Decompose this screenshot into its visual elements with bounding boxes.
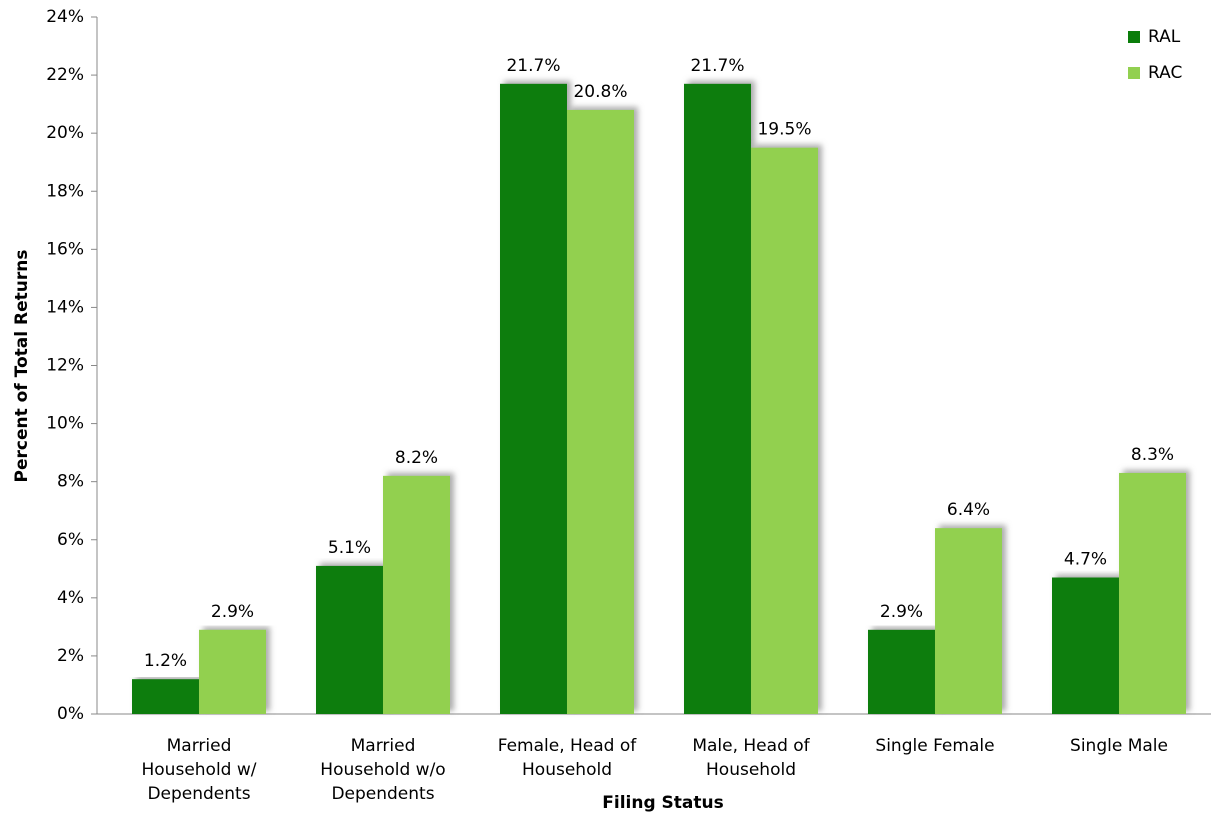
y-tick-label: 4% <box>57 588 84 608</box>
bar <box>383 475 450 714</box>
data-label: 8.3% <box>1131 445 1174 465</box>
y-tick-label: 18% <box>46 181 84 201</box>
y-tick-label: 6% <box>57 530 84 550</box>
data-label: 2.9% <box>880 602 923 622</box>
y-tick-label: 14% <box>46 297 84 317</box>
y-tick-label: 8% <box>57 472 84 492</box>
bar <box>500 83 567 714</box>
data-label: 21.7% <box>690 56 744 76</box>
data-label: 2.9% <box>211 602 254 622</box>
legend-label: RAL <box>1148 27 1181 47</box>
x-tick-label: Married Household w/ Dependents <box>141 736 257 804</box>
bar <box>935 528 1002 714</box>
data-label: 6.4% <box>947 500 990 520</box>
y-tick-label: 0% <box>57 704 84 724</box>
bar <box>1052 577 1119 714</box>
bar <box>751 147 818 714</box>
x-tick-label: Single Male <box>1070 736 1168 756</box>
x-tick-label: Single Female <box>875 736 995 756</box>
y-tick-label: 2% <box>57 646 84 666</box>
y-tick-label: 20% <box>46 123 84 143</box>
legend-swatch <box>1128 67 1140 79</box>
bar <box>1119 472 1186 714</box>
y-tick-label: 24% <box>46 7 84 27</box>
bar <box>316 565 383 714</box>
data-label: 8.2% <box>395 448 438 468</box>
data-label: 20.8% <box>573 82 627 102</box>
x-tick-label: Female, Head of Household <box>497 736 637 780</box>
y-tick-label: 16% <box>46 239 84 259</box>
bar <box>868 629 935 714</box>
bar <box>132 679 199 714</box>
data-label: 4.7% <box>1064 550 1107 570</box>
legend-label: RAC <box>1148 63 1182 83</box>
x-axis-title: Filing Status <box>602 793 723 813</box>
bar <box>567 109 634 714</box>
y-axis-title: Percent of Total Returns <box>12 250 32 483</box>
data-label: 19.5% <box>757 120 811 140</box>
x-tick-label: Married Household w/o Dependents <box>320 736 446 804</box>
bar <box>199 629 266 714</box>
bar <box>684 83 751 714</box>
legend-swatch <box>1128 31 1140 43</box>
y-tick-label: 22% <box>46 65 84 85</box>
data-label: 21.7% <box>506 56 560 76</box>
x-tick-label: Male, Head of Household <box>692 736 810 780</box>
y-tick-label: 12% <box>46 356 84 376</box>
data-label: 1.2% <box>144 651 187 671</box>
y-tick-label: 10% <box>46 414 84 434</box>
data-label: 5.1% <box>328 538 371 558</box>
